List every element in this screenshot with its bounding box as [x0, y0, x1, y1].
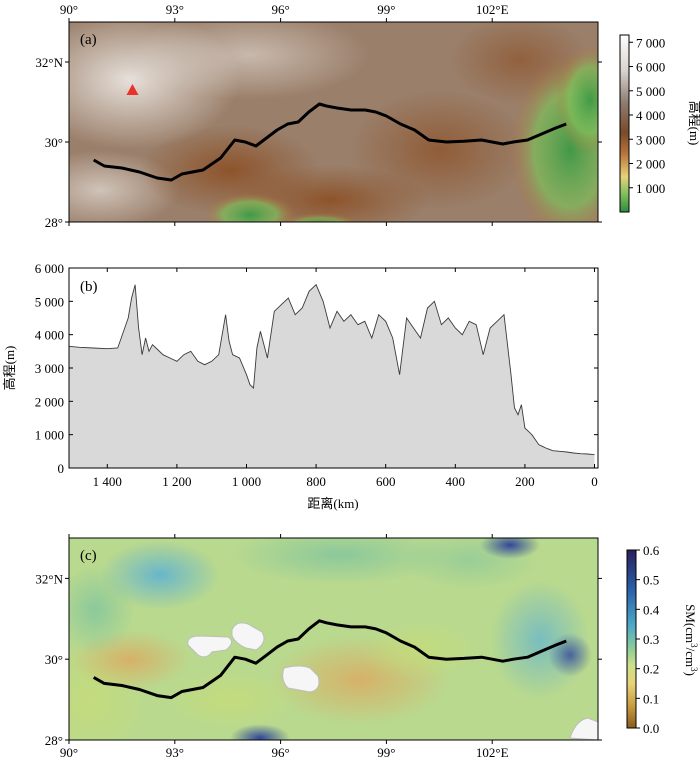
- masked-area: [569, 717, 598, 740]
- colorbar-tick-label: 0.2: [643, 662, 659, 677]
- panel-c: (c) 90° 93° 96° 99° 102°E 32°N30°28° 0.60.50…: [35, 534, 699, 760]
- x-tick-label: 1 400: [93, 474, 122, 489]
- x-tick-label: 200: [515, 474, 535, 489]
- panel-c-label: (c): [80, 548, 97, 564]
- route-line: [92, 619, 567, 700]
- y-tick-label: 28°: [45, 733, 63, 748]
- sm-label-sup2: 3: [689, 667, 699, 672]
- colorbar-tick-label: 0.6: [643, 543, 660, 558]
- masked-area: [282, 665, 320, 693]
- soil-moisture-map: [69, 538, 598, 740]
- soil-moisture-colorbar-label: SM(cm3/cm3): [683, 604, 699, 676]
- sm-label-main: SM(cm: [683, 604, 698, 643]
- x-tick-label: 1 000: [232, 474, 261, 489]
- elevation-colorbar-label: 高程(m): [687, 101, 700, 146]
- colorbar-tick-label: 0.0: [643, 721, 659, 736]
- y-tick-label: 1 000: [35, 428, 64, 443]
- x-tick-label: 96°: [271, 745, 289, 760]
- panel-a-y-axis: 32°N 30° 28°: [35, 55, 602, 230]
- x-tick-label: 99°: [377, 2, 395, 17]
- colorbar-tick-label: 2 000: [636, 157, 665, 172]
- panel-c-y-axis: 32°N 30° 28°: [35, 571, 602, 748]
- colorbar-tick-label: 6 000: [636, 60, 665, 75]
- y-tick-label: 4 000: [35, 328, 64, 343]
- x-tick-label: 96°: [271, 2, 289, 17]
- colorbar-tick-label: 0.1: [643, 691, 659, 706]
- panel-a-frame: [68, 21, 599, 223]
- panel-b-label: (b): [80, 279, 98, 295]
- x-tick-label: 99°: [377, 745, 395, 760]
- panel-b-x-label: 距离(km): [307, 496, 358, 511]
- x-tick-label: 93°: [166, 2, 184, 17]
- elevation-colorbar-ticks: 7 000 6 000 5 000 4 000 3 000 2 000 1 000: [629, 35, 665, 196]
- sm-label-sup1: 3: [689, 643, 699, 648]
- profile-line: [68, 283, 595, 456]
- x-tick-label: 90°: [60, 2, 78, 17]
- colorbar-tick-label: 0.3: [643, 632, 659, 647]
- red-triangle-marker: [126, 84, 139, 95]
- panel-a-route: [92, 102, 567, 182]
- colorbar-tick-label: 0.4: [643, 602, 660, 617]
- soil-moisture-colorbar-ticks: 0.6 0.5 0.4 0.3 0.2 0.1 0.0: [636, 543, 660, 736]
- panel-b-x-axis: 1 400 1 200 1 000 800 600 400 200 0: [93, 268, 598, 489]
- sm-label-end: ): [683, 672, 698, 676]
- x-tick-label: 1 200: [162, 474, 191, 489]
- panel-c-frame: [68, 537, 599, 741]
- colorbar-tick-label: 1 000: [636, 181, 665, 196]
- colorbar-tick-label: 0.5: [643, 573, 659, 588]
- x-tick-label: 800: [306, 474, 326, 489]
- colorbar-tick-label: 3 000: [636, 132, 665, 147]
- profile-area: [68, 283, 595, 468]
- x-tick-label: 0: [591, 474, 598, 489]
- panel-c-route: [92, 619, 567, 700]
- x-tick-label: 400: [446, 474, 466, 489]
- y-tick-label: 32°N: [35, 571, 63, 586]
- x-tick-label: 102°E: [476, 2, 509, 17]
- sm-label-mid: /cm: [683, 648, 698, 668]
- panel-a-marker: [126, 84, 139, 95]
- y-tick-label: 5 000: [35, 294, 64, 309]
- colorbar-tick-label: 4 000: [636, 108, 665, 123]
- panel-c-x-axis: 90° 93° 96° 99° 102°E: [60, 534, 509, 760]
- x-tick-label: 102°E: [476, 745, 509, 760]
- masked-area: [231, 622, 265, 651]
- panel-b-y-label: 高程(m): [2, 346, 17, 391]
- panel-a: (a) 90° 93° 96° 99° 102°E 32°N 30° 28° 7 000 6 …: [35, 2, 700, 230]
- y-tick-label: 30°: [45, 652, 63, 667]
- y-tick-label: 0: [58, 461, 65, 476]
- panel-b-y-axis: 6 000 5 000 4 000 3 000 2 000 1 000 0: [35, 261, 598, 476]
- profile-fill: [69, 284, 595, 468]
- y-tick-label: 30°: [45, 135, 63, 150]
- y-tick-label: 28°: [45, 215, 63, 230]
- x-tick-label: 90°: [60, 745, 78, 760]
- colorbar-tick-label: 7 000: [636, 35, 665, 50]
- soil-moisture-colorbar: [626, 549, 637, 729]
- y-tick-label: 2 000: [35, 394, 64, 409]
- panel-a-label: (a): [80, 32, 97, 48]
- masked-area: [187, 635, 232, 658]
- panel-b: (b) 1 400 1 200 1 000 800 600 400 200 0 6 000 5 …: [2, 261, 599, 511]
- elevation-map: [69, 22, 598, 222]
- x-tick-label: 93°: [166, 745, 184, 760]
- colorbar-tick-label: 5 000: [636, 84, 665, 99]
- y-tick-label: 3 000: [35, 361, 64, 376]
- route-line: [92, 102, 567, 182]
- elevation-colorbar: [619, 34, 630, 213]
- y-tick-label: 32°N: [35, 55, 63, 70]
- y-tick-label: 6 000: [35, 261, 64, 276]
- panel-a-x-axis: 90° 93° 96° 99° 102°E: [60, 2, 509, 226]
- x-tick-label: 600: [376, 474, 396, 489]
